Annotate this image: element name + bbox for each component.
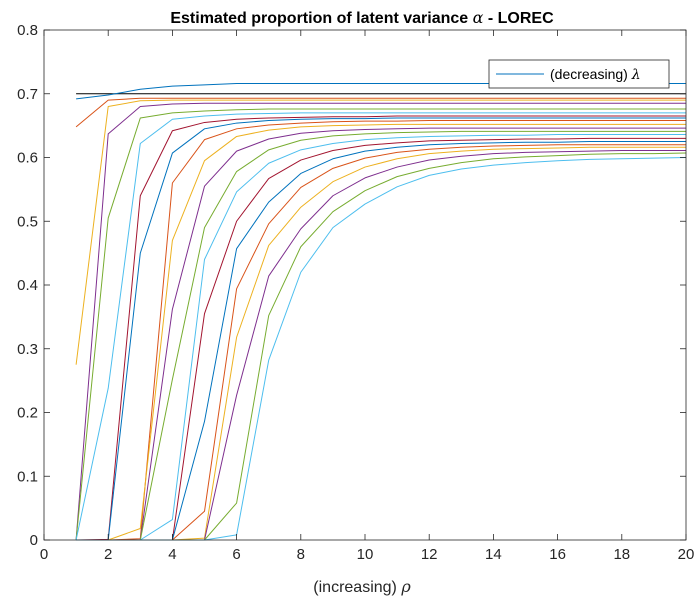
y-tick-label: 0.2 — [17, 405, 38, 422]
chart-title-suffix: - LOREC — [483, 10, 554, 27]
svg-text:(decreasing) λ: (decreasing) λ — [550, 66, 641, 83]
chart-title-text: Estimated proportion of latent variance — [170, 10, 472, 27]
y-tick-label: 0 — [30, 532, 38, 549]
x-tick-label: 2 — [104, 546, 112, 563]
y-tick-label: 0.8 — [17, 22, 38, 39]
legend-entry-symbol: λ — [631, 67, 641, 83]
x-tick-label: 0 — [40, 546, 48, 563]
y-tick-label: 0.6 — [17, 150, 38, 167]
x-tick-label: 6 — [232, 546, 240, 563]
x-tick-label: 18 — [613, 546, 630, 563]
legend-entry-text: (decreasing) — [550, 66, 632, 82]
chart-title-symbol: α — [473, 8, 484, 27]
y-tick-label: 0.3 — [17, 341, 38, 358]
y-tick-label: 0.4 — [17, 277, 38, 294]
x-tick-label: 14 — [485, 546, 502, 563]
x-tick-label: 8 — [297, 546, 305, 563]
y-tick-label: 0.7 — [17, 86, 38, 103]
x-tick-label: 4 — [168, 546, 176, 563]
x-tick-label: 12 — [421, 546, 438, 563]
x-axis-label: (increasing) ρ — [313, 577, 411, 596]
x-tick-label: 16 — [549, 546, 566, 563]
svg-text:(increasing) ρ: (increasing) ρ — [313, 577, 411, 596]
svg-text:Estimated proportion of latent: Estimated proportion of latent variance … — [170, 8, 554, 27]
legend: (decreasing) λ — [489, 60, 669, 88]
chart-title: Estimated proportion of latent variance … — [170, 8, 554, 27]
x-axis-label-text: (increasing) — [313, 579, 401, 596]
y-tick-label: 0.1 — [17, 468, 38, 485]
x-tick-label: 20 — [678, 546, 695, 563]
y-tick-label: 0.5 — [17, 213, 38, 230]
x-axis-label-symbol: ρ — [400, 577, 411, 596]
x-tick-label: 10 — [357, 546, 374, 563]
